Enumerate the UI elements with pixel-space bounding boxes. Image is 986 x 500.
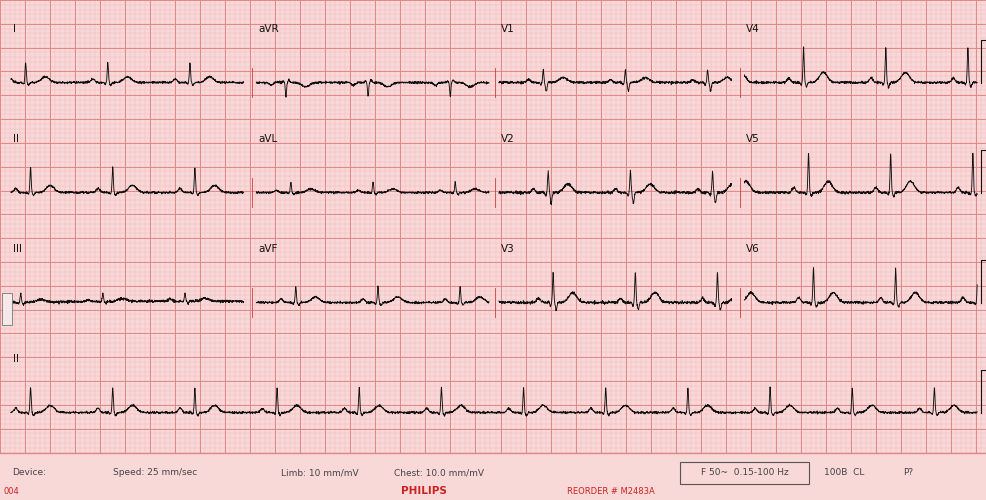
Text: V6: V6 [746,244,760,254]
Text: Chest: 10.0 mm/mV: Chest: 10.0 mm/mV [394,468,484,477]
Text: Speed: 25 mm/sec: Speed: 25 mm/sec [113,468,197,477]
Text: V4: V4 [746,24,760,34]
Text: PHILIPS: PHILIPS [401,486,447,496]
Text: V3: V3 [501,244,515,254]
Text: aVL: aVL [258,134,278,143]
Text: 100B  CL: 100B CL [824,468,865,477]
Text: REORDER # M2483A: REORDER # M2483A [568,486,655,496]
Text: P?: P? [903,468,913,477]
Text: V1: V1 [501,24,515,34]
Bar [2,292,12,325]
Bar [680,462,809,484]
Text: Limb: 10 mm/mV: Limb: 10 mm/mV [281,468,359,477]
Text: Device:: Device: [12,468,45,477]
Text: aVR: aVR [258,24,279,34]
Text: 004: 004 [4,486,20,496]
Text: I: I [13,24,16,34]
Text: III: III [13,244,22,254]
Text: aVF: aVF [258,244,278,254]
Text: II: II [13,134,19,143]
Text: V2: V2 [501,134,515,143]
Text: F 50~  0.15-100 Hz: F 50~ 0.15-100 Hz [701,468,788,477]
Text: V5: V5 [746,134,760,143]
Text: II: II [13,354,19,364]
